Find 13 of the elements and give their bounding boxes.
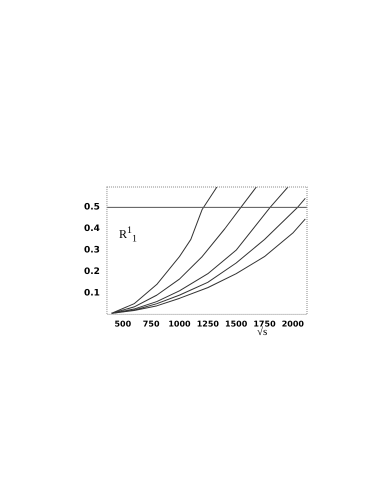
x-axis-title: √s — [256, 326, 268, 338]
x-tick-label: 1750 — [253, 319, 276, 328]
x-tick-label: 750 — [142, 319, 160, 328]
x-tick-label: 2000 — [282, 319, 304, 328]
x-tick-label: 500 — [114, 319, 132, 328]
y-tick-label: 0.1 — [84, 288, 100, 298]
x-tick-label: 1500 — [225, 319, 248, 328]
y-tick-label: 0.5 — [84, 202, 100, 213]
y-tick-label: 0.4 — [84, 224, 100, 234]
y-tick-label: 0.3 — [84, 246, 100, 256]
y-tick-label: 0.2 — [84, 266, 100, 277]
x-tick-label: 1000 — [168, 319, 192, 328]
x-tick-label: 1250 — [196, 319, 220, 328]
